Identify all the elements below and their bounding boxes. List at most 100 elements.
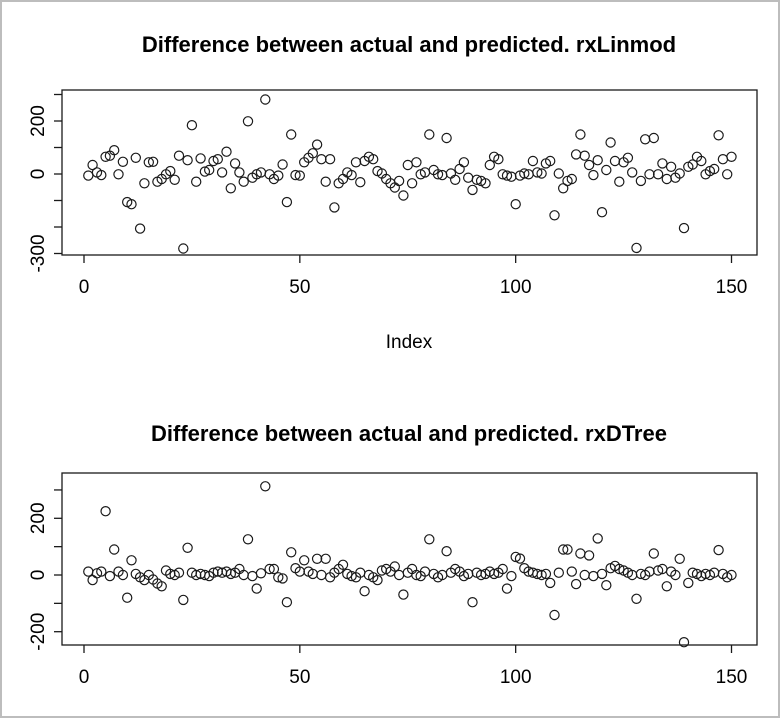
x-tick-label: 0 [79,277,90,298]
data-point [717,153,729,165]
data-point [311,553,323,565]
data-point [644,169,655,180]
plot2-axes: 0 50 100 150 200 0 -200 [28,472,758,688]
data-point [165,165,176,177]
data-point [445,168,457,179]
data-point [583,550,595,561]
data-point [203,164,215,176]
data-point [350,157,362,168]
data-point [398,190,409,201]
data-point [290,169,301,181]
data-point [467,597,478,608]
data-point [260,481,271,492]
data-point [635,175,647,187]
y-tick-label: 0 [28,169,49,180]
data-point [475,569,487,581]
data-point [121,592,133,603]
data-point [553,168,565,179]
data-point [117,156,129,167]
data-point [545,577,556,589]
data-point [126,555,137,566]
data-point [277,159,288,170]
x-tick-label: 0 [79,667,90,688]
data-point [273,170,284,181]
data-point [229,158,241,169]
data-point [579,150,590,161]
data-point [674,168,685,179]
data-point [411,569,422,581]
data-point [497,563,508,575]
plot-box [61,472,758,646]
data-point [596,206,608,218]
data-point [558,544,569,555]
data-point [87,574,98,586]
data-point [588,169,599,181]
data-point [678,222,690,234]
data-point [661,581,673,592]
data-point [458,157,470,168]
data-point [575,548,586,559]
data-point [570,578,582,590]
data-point [108,544,120,555]
data-point [299,555,310,566]
data-point [281,196,293,208]
data-point [562,544,573,555]
data-point [566,173,578,185]
data-point [583,159,595,171]
data-point [87,159,98,171]
data-point [186,119,198,131]
data-point [320,553,331,565]
data-point [372,574,383,586]
data-point [173,150,185,161]
data-point [311,139,323,150]
data-point [501,170,513,181]
data-point [536,569,547,581]
data-point [549,210,560,221]
data-point [117,569,129,581]
data-point [195,153,206,164]
data-point [536,168,547,179]
data-point [346,169,357,181]
data-point [652,565,664,576]
data-point [134,223,146,234]
data-point [566,566,578,577]
data-point [592,533,603,544]
data-point [169,174,180,185]
data-point [648,132,660,144]
data-point [143,157,154,168]
data-point [726,151,737,162]
data-point [393,569,405,581]
x-tick-label: 150 [716,667,748,688]
data-point [687,159,698,170]
data-point [471,174,482,185]
data-point [678,637,690,648]
data-point [488,568,500,580]
data-point [346,570,357,582]
data-point [501,583,513,594]
data-point [389,561,400,572]
data-point [104,570,116,582]
data-point [687,567,698,578]
data-point [281,597,293,608]
x-tick-label: 150 [716,277,748,298]
data-point [182,542,193,554]
data-point [398,589,409,600]
data-point [324,153,336,165]
data-point [696,155,707,167]
data-point [234,167,245,178]
data-point [609,155,621,167]
data-point [674,553,685,565]
data-point [484,159,495,171]
data-point [467,184,478,196]
data-point [570,149,582,160]
data-point [83,170,94,181]
data-point [216,167,228,178]
data-point [247,570,258,582]
data-point [368,153,379,165]
data-point [648,548,660,559]
data-point [286,547,297,558]
data-point [242,116,254,127]
y-tick-label: 200 [28,105,49,137]
y-tick-label: -300 [28,234,49,272]
data-point [225,568,236,580]
